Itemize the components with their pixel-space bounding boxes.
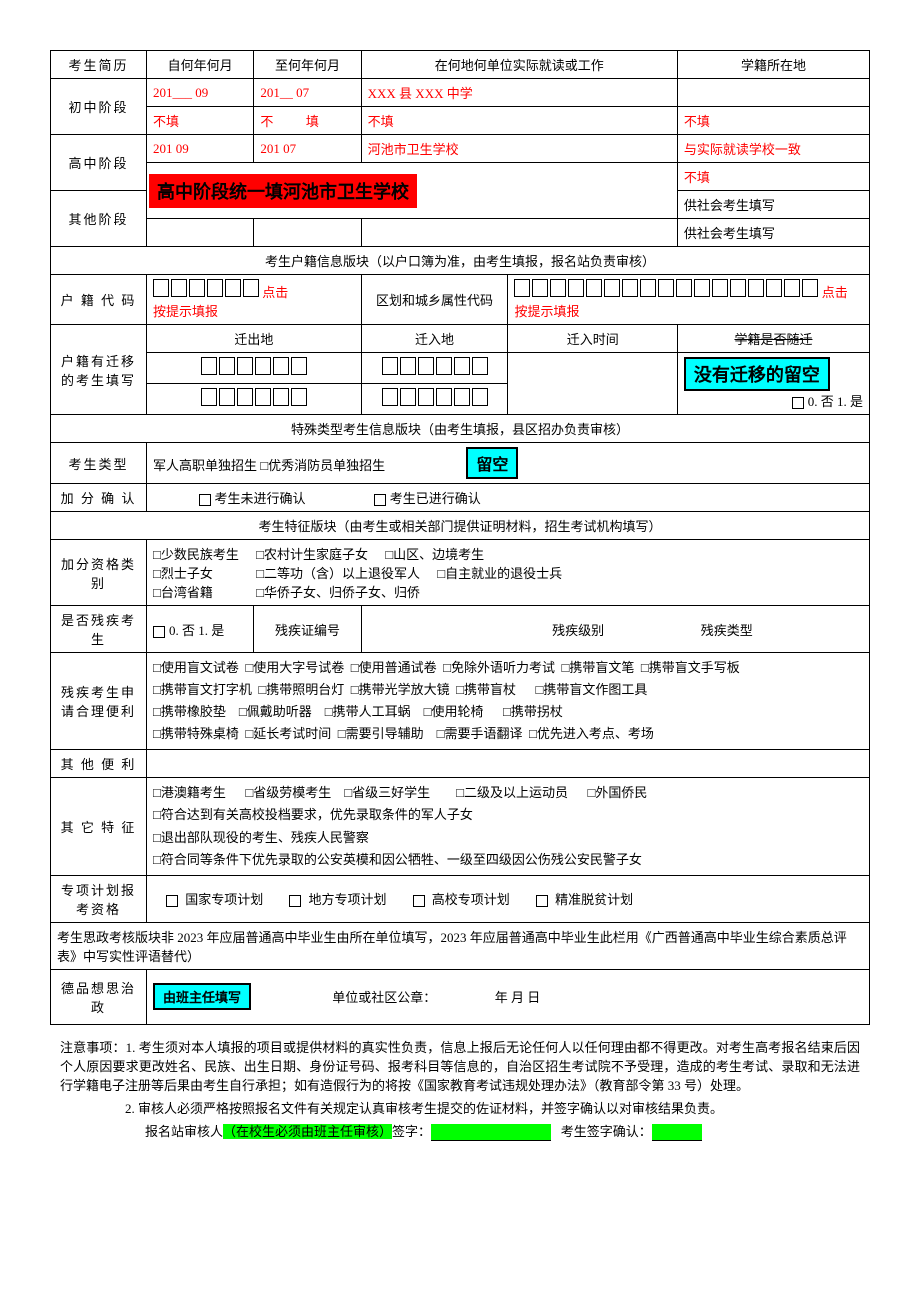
o2-loc: 供社会考生填写 <box>677 219 869 247</box>
s-to: 201 07 <box>254 135 361 163</box>
j-to: 201__ 07 <box>254 79 361 107</box>
plan-label: 专项计划报考资格 <box>51 875 147 922</box>
row-other: 其他阶段 <box>51 191 147 247</box>
no-migr-cell: 没有迁移的留空 0. 否 1. 是 <box>677 353 869 415</box>
hukou-code-boxes[interactable]: 点击 按提示填报 <box>147 275 362 325</box>
other-accom-label: 其 他 便 利 <box>51 750 147 778</box>
accom-label: 残疾考生申请合理便利 <box>51 653 147 750</box>
bonus-cat-opts[interactable]: □少数民族考生 □农村计生家庭子女 □山区、边境考生 □烈士子女 □二等功（含）… <box>147 540 870 606</box>
blank-banner: 留空 <box>466 447 518 479</box>
special-title: 特殊类型考生信息版块（由考生填报，县区招办负责审核） <box>51 415 870 443</box>
j2-loc: 不填 <box>677 107 869 135</box>
senior-banner: 高中阶段统一填河池市卫生学校 <box>149 174 417 208</box>
bonus-cat-label: 加分资格类别 <box>51 540 147 606</box>
xueji-label: 学籍是否随迁 <box>677 325 869 353</box>
hukou-code-label: 户 籍 代 码 <box>51 275 147 325</box>
notes-section: 注意事项：1. 考生须对本人填报的项目或提供材料的真实性负责，信息上报后无论任何… <box>50 1037 870 1141</box>
dis-level-label: 残疾级别 <box>541 616 615 643</box>
dis-type-label: 残疾类型 <box>690 616 764 643</box>
j-from: 201___ 09 <box>147 79 254 107</box>
other-feat-opts[interactable]: □港澳籍考生 □省级劳模考生 □省级三好学生 □二级及以上运动员 □外国侨民 □… <box>147 778 870 875</box>
auditor-sign[interactable] <box>431 1124 551 1141</box>
bonus-confirm-label: 加 分 确 认 <box>51 484 147 512</box>
migr-label: 户籍有迁移的考生填写 <box>51 325 147 415</box>
row-junior: 初中阶段 <box>51 79 147 135</box>
disabled-q-label: 是否残疾考生 <box>51 606 147 653</box>
student-sign[interactable] <box>652 1124 702 1141</box>
type-label: 考生类型 <box>51 443 147 484</box>
plan-opts[interactable]: 国家专项计划 地方专项计划 高校专项计划 精准脱贫计划 <box>147 875 870 922</box>
j2-where: 不填 <box>361 107 677 135</box>
hukou-title: 考生户籍信息版块（以户口簿为准，由考生填报，报名站负责审核） <box>51 247 870 275</box>
s-loc: 与实际就读学校一致 <box>677 135 869 163</box>
j-loc <box>677 79 869 107</box>
banner-cell: 高中阶段统一填河池市卫生学校 <box>147 163 678 219</box>
resume-table: 考生简历 自何年何月 至何年何月 在何地何单位实际就读或工作 学籍所在地 初中阶… <box>50 50 870 1025</box>
in-boxes[interactable] <box>361 353 508 384</box>
hdr-where: 在何地何单位实际就读或工作 <box>361 51 677 79</box>
row-senior: 高中阶段 <box>51 135 147 191</box>
zone-code-label: 区划和城乡属性代码 <box>361 275 508 325</box>
j2-from: 不填 <box>147 107 254 135</box>
j2-to: 不 填 <box>254 107 361 135</box>
type-opts[interactable]: 军人高职单独招生 □优秀消防员单独招生 留空 <box>147 443 870 484</box>
by-teacher-banner: 由班主任填写 <box>153 983 251 1010</box>
feature-title: 考生特征版块（由考生或相关部门提供证明材料，招生考试机构填写） <box>51 512 870 540</box>
dis-id-label: 残疾证编号 <box>254 606 361 653</box>
o1-loc: 供社会考生填写 <box>677 191 869 219</box>
no-migr-banner: 没有迁移的留空 <box>684 357 830 391</box>
time-label: 迁入时间 <box>508 325 677 353</box>
s-where: 河池市卫生学校 <box>361 135 677 163</box>
out-label: 迁出地 <box>147 325 362 353</box>
zone-code-boxes[interactable]: 点击 按提示填报 <box>508 275 870 325</box>
other-feat-label: 其 它 特 征 <box>51 778 147 875</box>
hdr-loc: 学籍所在地 <box>677 51 869 79</box>
hdr-resume: 考生简历 <box>51 51 147 79</box>
hdr-from: 自何年何月 <box>147 51 254 79</box>
in-label: 迁入地 <box>361 325 508 353</box>
moral-content: 由班主任填写 单位或社区公章： 年 月 日 <box>147 969 870 1024</box>
bonus-confirm-opts[interactable]: 考生未进行确认 考生已进行确认 <box>147 484 870 512</box>
accom-opts[interactable]: □使用盲文试卷 □使用大字号试卷 □使用普通试卷 □免除外语听力考试 □携带盲文… <box>147 653 870 750</box>
hdr-to: 至何年何月 <box>254 51 361 79</box>
j-where: XXX 县 XXX 中学 <box>361 79 677 107</box>
s2-loc: 不填 <box>677 163 869 191</box>
out-boxes[interactable] <box>147 353 362 384</box>
moral-label: 德品想思治政 <box>51 969 147 1024</box>
s-from: 201 09 <box>147 135 254 163</box>
moral-note: 考生思政考核版块非 2023 年应届普通高中毕业生由所在单位填写，2023 年应… <box>51 922 870 969</box>
